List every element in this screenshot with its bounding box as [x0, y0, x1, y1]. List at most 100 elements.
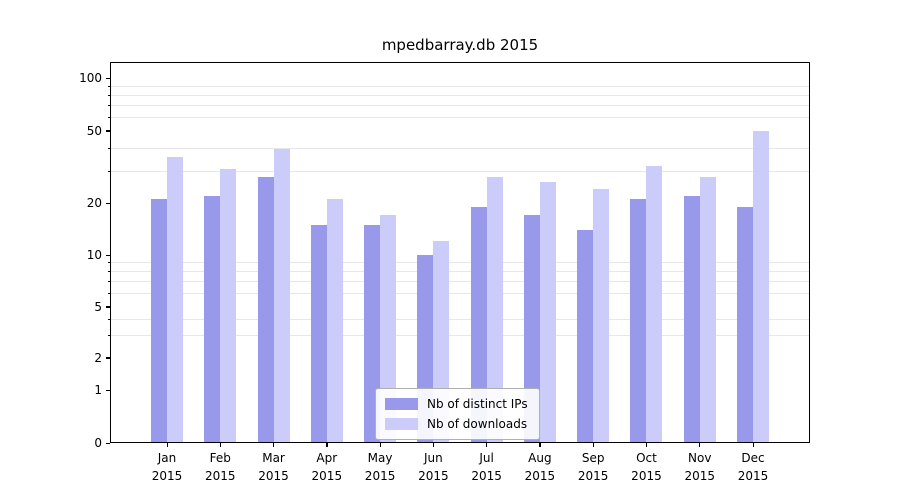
- bar-nb-of-downloads-sep: [593, 188, 610, 443]
- x-tick-mark: [166, 443, 168, 447]
- bar-nb-of-downloads-mar: [273, 148, 290, 443]
- x-tick-mark: [326, 443, 328, 447]
- y-tick-mark: [106, 202, 110, 204]
- bar-nb-of-distinct-ips-dec: [737, 206, 753, 443]
- y-tick-label: 20: [86, 196, 102, 210]
- y-minor-tick-mark: [107, 148, 110, 150]
- y-tick-label: 0: [94, 436, 102, 450]
- y-minor-tick-mark: [107, 170, 110, 172]
- bar-nb-of-downloads-nov: [699, 176, 716, 443]
- minor-gridline: [110, 116, 810, 118]
- minor-gridline: [110, 170, 810, 172]
- x-tick-year: 2015: [311, 469, 343, 483]
- x-tick-mark: [699, 443, 701, 447]
- bar-nb-of-distinct-ips-mar: [257, 176, 274, 443]
- y-minor-tick-mark: [107, 334, 110, 336]
- legend: Nb of distinct IPs Nb of downloads: [375, 388, 540, 440]
- x-tick-mark: [645, 443, 648, 447]
- x-tick-label-mar: Mar 2015: [258, 449, 289, 485]
- minor-gridline: [110, 318, 810, 320]
- minor-gridline: [110, 271, 810, 273]
- x-tick-mark: [486, 443, 488, 447]
- chart-title: mpedbarray.db 2015: [381, 36, 539, 54]
- x-tick-year: 2015: [631, 469, 662, 483]
- x-tick-month: May: [367, 451, 393, 465]
- legend-swatch-nb-of-downloads: [385, 418, 418, 430]
- bar-nb-of-distinct-ips-nov: [683, 195, 700, 443]
- bar-nb-of-distinct-ips-jul: [470, 206, 487, 443]
- legend-item: Nb of downloads: [385, 417, 528, 431]
- x-tick-year: 2015: [151, 469, 183, 483]
- y-tick-label: 2: [94, 350, 102, 365]
- x-tick-month: Sep: [581, 451, 605, 465]
- y-minor-tick-mark: [107, 94, 110, 96]
- y-tick-mark: [106, 254, 110, 256]
- bar-nb-of-downloads-apr: [326, 199, 343, 443]
- minor-gridline: [110, 104, 810, 106]
- bar-nb-of-distinct-ips-feb: [204, 195, 221, 443]
- x-tick-label-jun: Jun 2015: [418, 449, 449, 485]
- x-tick-label-jul: Jul 2015: [471, 449, 502, 485]
- x-tick-year: 2015: [418, 469, 449, 483]
- minor-gridline: [110, 262, 810, 264]
- minor-gridline: [110, 292, 810, 294]
- y-minor-tick-mark: [107, 281, 110, 283]
- x-tick-month: Jun: [423, 451, 443, 465]
- x-tick-month: Aug: [528, 451, 552, 465]
- x-tick-label-sep: Sep 2015: [578, 449, 609, 485]
- x-tick-month: Nov: [688, 451, 712, 465]
- x-tick-month: Oct: [636, 451, 657, 465]
- minor-gridline: [110, 85, 810, 87]
- x-tick-label-jan: Jan 2015: [152, 449, 183, 485]
- legend-label: Nb of downloads: [427, 417, 528, 431]
- minor-gridline: [110, 281, 810, 283]
- x-tick-month: Apr: [316, 451, 338, 465]
- y-tick-mark: [106, 389, 110, 391]
- minor-gridline: [110, 334, 810, 336]
- y-tick-label: 5: [94, 299, 102, 314]
- y-tick-label: 100: [79, 71, 102, 85]
- x-tick-year: 2015: [524, 469, 556, 483]
- plot-area: [110, 62, 810, 443]
- x-tick-year: 2015: [471, 469, 502, 483]
- x-tick-mark: [273, 443, 275, 447]
- bar-nb-of-downloads-feb: [220, 168, 237, 443]
- bar-nb-of-distinct-ips-jan: [151, 199, 167, 443]
- bar-nb-of-distinct-ips-sep: [577, 229, 594, 443]
- x-tick-label-may: May 2015: [365, 449, 396, 485]
- y-minor-tick-mark: [107, 292, 110, 294]
- bar-nb-of-downloads-oct: [646, 166, 663, 443]
- bar-nb-of-distinct-ips-aug: [523, 215, 540, 443]
- x-tick-month: Dec: [741, 451, 765, 465]
- y-tick-mark: [106, 357, 110, 359]
- x-tick-month: Jan: [157, 451, 177, 465]
- x-tick-mark: [379, 443, 381, 447]
- minor-gridline: [110, 148, 810, 150]
- y-minor-tick-mark: [107, 116, 110, 118]
- y-minor-tick-mark: [107, 262, 110, 264]
- bar-nb-of-downloads-aug: [539, 182, 556, 443]
- x-tick-year: 2015: [737, 469, 769, 483]
- x-tick-year: 2015: [364, 469, 396, 483]
- x-tick-mark: [432, 443, 435, 447]
- x-tick-month: Jul: [479, 451, 494, 465]
- bar-nb-of-downloads-dec: [753, 131, 769, 443]
- legend-item: Nb of distinct IPs: [385, 397, 528, 411]
- x-tick-year: 2015: [204, 469, 236, 483]
- y-minor-tick-mark: [107, 271, 110, 273]
- y-tick-mark: [106, 306, 110, 308]
- x-tick-label-aug: Aug 2015: [525, 449, 556, 485]
- y-minor-tick-mark: [107, 104, 110, 106]
- x-tick-year: 2015: [684, 469, 715, 483]
- bar-nb-of-downloads-jan: [167, 156, 183, 443]
- bar-nb-of-downloads-may: [380, 215, 397, 443]
- x-tick-mark: [752, 443, 754, 447]
- x-tick-month: Mar: [262, 451, 285, 465]
- bar-nb-of-downloads-jul: [486, 176, 503, 443]
- x-tick-mark: [219, 443, 221, 447]
- legend-label: Nb of distinct IPs: [427, 397, 528, 411]
- y-minor-tick-mark: [107, 318, 110, 320]
- y-tick-mark: [106, 442, 110, 444]
- legend-swatch-nb-of-distinct-ips: [385, 398, 418, 410]
